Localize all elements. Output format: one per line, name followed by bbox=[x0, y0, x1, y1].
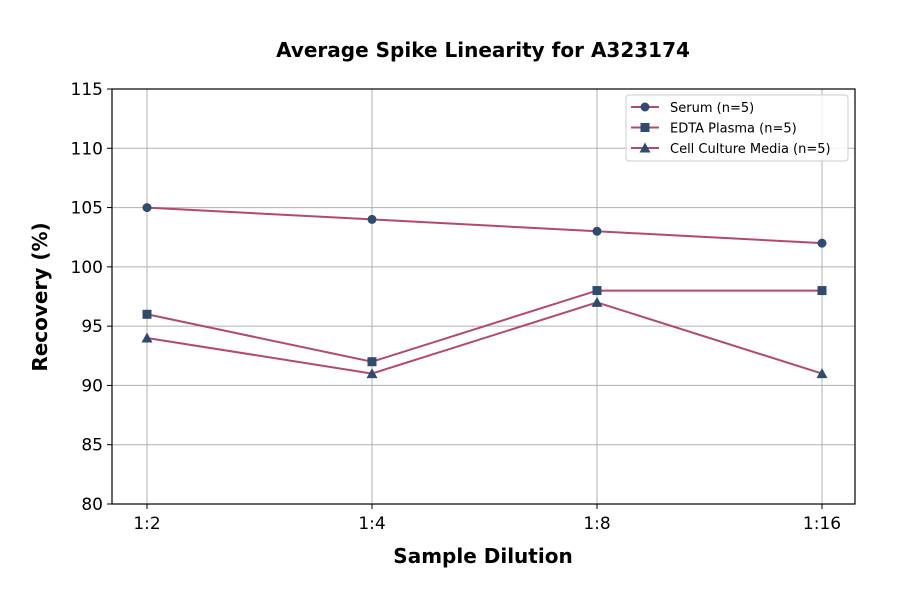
square-marker bbox=[640, 123, 650, 132]
series-line bbox=[146, 206, 823, 245]
circle-marker bbox=[367, 214, 377, 224]
y-tick-label: 95 bbox=[81, 317, 103, 337]
triangle-marker bbox=[591, 296, 603, 307]
legend-label: Serum (n=5) bbox=[670, 101, 754, 116]
square-marker bbox=[367, 357, 377, 367]
y-tick-label: 90 bbox=[81, 376, 103, 396]
square-marker bbox=[142, 309, 152, 319]
triangle-marker bbox=[639, 142, 651, 153]
plot-frame bbox=[111, 88, 856, 505]
legend: Serum (n=5) EDTA Plasma (n=5) Cell Culture… bbox=[625, 94, 849, 162]
legend-label: EDTA Plasma (n=5) bbox=[670, 122, 797, 137]
y-tick-label: 100 bbox=[71, 258, 103, 278]
x-axis-label: Sample Dilution bbox=[393, 544, 572, 568]
series-triangle bbox=[141, 296, 828, 379]
x-tick-label: 1:4 bbox=[358, 514, 385, 534]
x-tick-label: 1:16 bbox=[803, 514, 841, 534]
triangle-marker bbox=[366, 368, 378, 379]
y-tick-label: 80 bbox=[81, 495, 103, 515]
triangle-marker bbox=[141, 332, 153, 343]
legend-box bbox=[625, 94, 849, 162]
triangle-marker bbox=[816, 368, 828, 379]
series-line bbox=[146, 301, 823, 375]
series-square bbox=[142, 286, 827, 367]
y-tick-label: 115 bbox=[71, 80, 103, 100]
circle-marker bbox=[817, 238, 827, 248]
y-tick-label: 105 bbox=[71, 199, 103, 219]
y-axis-label: Recovery (%) bbox=[28, 222, 52, 371]
circle-marker bbox=[640, 102, 650, 112]
y-tick-label: 110 bbox=[71, 139, 103, 159]
legend-label: Cell Culture Media (n=5) bbox=[670, 142, 831, 157]
series-circle bbox=[142, 203, 827, 248]
square-marker bbox=[817, 286, 827, 296]
circle-marker bbox=[592, 226, 602, 236]
series-line bbox=[146, 289, 822, 363]
x-tick-label: 1:8 bbox=[583, 514, 610, 534]
circle-marker bbox=[142, 203, 152, 213]
x-tick-label: 1:2 bbox=[133, 514, 160, 534]
square-marker bbox=[592, 286, 602, 296]
y-tick-label: 85 bbox=[81, 436, 103, 456]
chart-title: Average Spike Linearity for A323174 bbox=[276, 38, 690, 62]
